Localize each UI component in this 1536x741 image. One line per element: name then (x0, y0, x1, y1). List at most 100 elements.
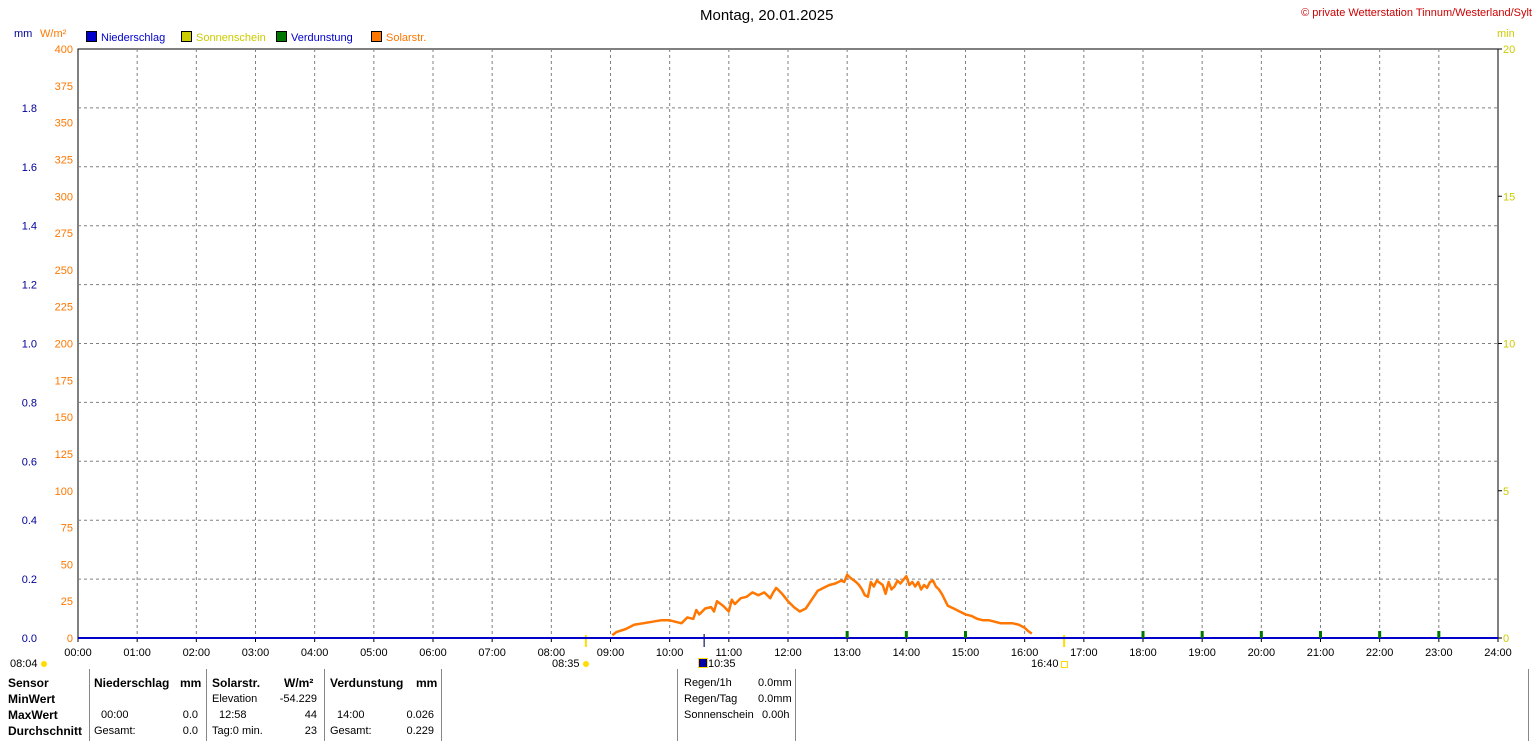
series-solarstr-line (611, 573, 1033, 637)
verdunstung-mark (1378, 631, 1382, 638)
y-tick-label-wm2: 175 (55, 375, 73, 387)
x-tick-label: 12:00 (774, 647, 802, 659)
x-tick-label: 00:00 (64, 647, 92, 659)
y-tick-label-mm: 1.6 (22, 162, 37, 174)
summary-label-1: Regen/Tag (684, 693, 738, 705)
x-tick-label: 07:00 (478, 647, 506, 659)
x-tick-label: 02:00 (183, 647, 211, 659)
max-nied-value: 0.0 (182, 709, 198, 721)
legend-swatch (371, 31, 382, 42)
x-tick-label: 15:00 (952, 647, 980, 659)
summary-value-0: 0.0mm (758, 677, 792, 689)
x-tick-label: 05:00 (360, 647, 388, 659)
avg-nied-value: 0.0 (182, 725, 198, 737)
verdunstung-mark (1200, 631, 1204, 638)
y-tick-label-wm2: 375 (55, 81, 73, 93)
x-tick-label: 17:00 (1070, 647, 1098, 659)
verdunstung-mark (964, 631, 967, 638)
weather-chart: 0.00.20.40.60.81.01.21.41.61.80255075100… (22, 44, 1516, 659)
y-tick-label-min: 15 (1503, 191, 1515, 203)
hdr-niederschlag: Niederschlag (94, 676, 170, 690)
verdunstung-mark (904, 631, 908, 638)
hdr-mm2: mm (416, 676, 438, 690)
civil-start-time: 08:04 (10, 658, 38, 670)
sunset-icon (1061, 661, 1068, 668)
sunrise-icon (583, 661, 589, 667)
y-tick-label-wm2: 125 (55, 449, 73, 461)
summary-value-1: 0.0mm (758, 693, 792, 705)
y-tick-label-wm2: 75 (61, 523, 73, 535)
x-tick-label: 10:00 (656, 647, 684, 659)
verdunstung-mark (1141, 631, 1145, 638)
avg-verd-time: Gesamt: (330, 725, 372, 737)
y-tick-label-min: 20 (1503, 44, 1515, 56)
table-separator (206, 669, 207, 741)
y-tick-label-min: 5 (1503, 486, 1509, 498)
verdunstung-mark (1319, 631, 1322, 638)
sunset-time: 16:40 (1031, 658, 1059, 670)
legend-label: Solarstr. (386, 32, 427, 44)
verdunstung-mark (845, 631, 849, 638)
legend-solarstr: Solarstr. (371, 31, 426, 45)
x-tick-label: 01:00 (123, 647, 151, 659)
hdr-verdunstung: Verdunstung (330, 676, 404, 690)
legend-label: Sonnenschein (196, 32, 266, 44)
y-tick-label-wm2: 350 (55, 118, 73, 130)
x-tick-label: 11:00 (715, 647, 742, 659)
legend-label: Verdunstung (291, 32, 353, 44)
copyright-notice: © private Wetterstation Tinnum/Westerlan… (1301, 7, 1532, 19)
verdunstung-mark (1437, 631, 1441, 638)
x-tick-label: 06:00 (419, 647, 447, 659)
x-tick-label: 22:00 (1366, 647, 1394, 659)
y-tick-label-wm2: 300 (55, 191, 73, 203)
x-tick-label: 24:00 (1484, 647, 1512, 659)
max-verd-value: 0.026 (406, 709, 434, 721)
y-tick-label-mm: 0.2 (22, 574, 37, 586)
y-tick-label-mm: 1.0 (22, 339, 37, 351)
legend-label: Niederschlag (101, 32, 166, 44)
y-tick-label-wm2: 225 (55, 302, 73, 314)
chart-title: Montag, 20.01.2025 (700, 7, 834, 24)
y-tick-label-wm2: 250 (55, 265, 73, 277)
verdunstung-mark (1259, 631, 1263, 638)
legend-niederschlag: Niederschlag (86, 31, 165, 45)
y-tick-label-wm2: 150 (55, 412, 73, 424)
y-tick-label-wm2: 100 (55, 486, 73, 498)
x-tick-label: 20:00 (1248, 647, 1276, 659)
table-separator (324, 669, 325, 741)
unit-min: min (1497, 28, 1515, 40)
y-tick-label-min: 10 (1503, 339, 1515, 351)
legend-swatch (86, 31, 97, 42)
summary-label-0: Regen/1h (684, 677, 732, 689)
row-min-label: MinWert (8, 692, 56, 706)
y-tick-label-mm: 1.4 (22, 221, 37, 233)
row-avg-label: Durchschnitt (8, 724, 83, 738)
sun-icon (41, 661, 47, 667)
legend-verdunstung: Verdunstung (276, 31, 353, 45)
y-tick-label-mm: 0.4 (22, 515, 37, 527)
y-tick-label-mm: 1.2 (22, 280, 37, 292)
avg-nied-time: Gesamt: (94, 725, 136, 737)
x-tick-label: 21:00 (1307, 647, 1335, 659)
x-tick-label: 16:00 (1011, 647, 1039, 659)
y-tick-label-wm2: 400 (55, 44, 73, 56)
max-solar-time: 12:58 (219, 709, 247, 721)
marker-time: 10:35 (708, 658, 736, 670)
row-max-label: MaxWert (8, 708, 58, 722)
summary-label-2: Sonnenschein (684, 709, 754, 721)
y-tick-label-wm2: 200 (55, 339, 73, 351)
unit-mm: mm (14, 28, 33, 40)
x-tick-label: 09:00 (597, 647, 625, 659)
x-tick-label: 03:00 (242, 647, 270, 659)
unit-wm2: W/m² (40, 28, 67, 40)
table-separator (795, 669, 796, 741)
y-tick-label-wm2: 275 (55, 228, 73, 240)
avg-verd-value: 0.229 (406, 725, 434, 737)
y-tick-label-min: 0 (1503, 633, 1509, 645)
avg-solar-value: 23 (304, 725, 317, 737)
x-tick-label: 08:00 (538, 647, 566, 659)
legend-swatch (181, 31, 192, 42)
max-solar-value: 44 (304, 709, 317, 721)
y-tick-label-wm2: 325 (55, 154, 73, 166)
x-tick-label: 04:00 (301, 647, 329, 659)
